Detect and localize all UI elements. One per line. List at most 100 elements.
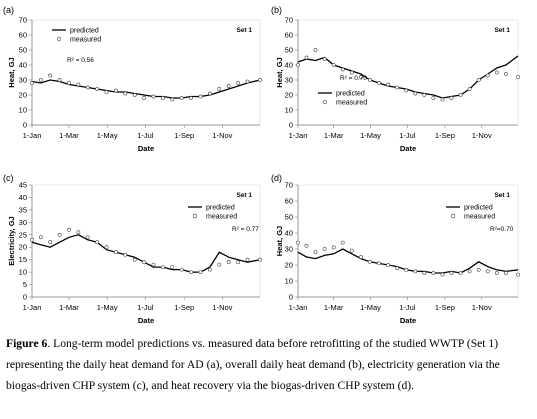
x-tick-label: 1-Nov <box>212 303 232 312</box>
data-point-measured <box>331 63 336 67</box>
panel-label: (a) <box>3 5 14 15</box>
data-point-measured <box>85 235 90 240</box>
x-axis-title: Date <box>400 316 416 325</box>
data-point-measured <box>160 265 165 270</box>
y-axis-title: Heat, GJ <box>275 226 284 256</box>
y-tick-label: 70 <box>285 181 293 190</box>
data-point-measured <box>179 267 184 272</box>
r2-annotation: R² = 0.70 <box>340 75 367 82</box>
y-tick-label: 0 <box>23 121 27 130</box>
y-axis-title: Heat, GJ <box>275 57 284 87</box>
data-point-measured <box>67 227 71 232</box>
legend-label-measured: measured <box>464 214 495 221</box>
data-point-measured <box>377 81 381 85</box>
data-point-measured <box>516 75 520 79</box>
x-tick-label: 1-May <box>360 303 381 312</box>
legend-swatch-measured <box>192 213 198 219</box>
y-tick-label: 30 <box>285 76 293 85</box>
y-tick-label: 45 <box>19 181 27 190</box>
data-point-measured <box>431 271 436 275</box>
data-point-measured <box>76 230 81 235</box>
y-tick-label: 40 <box>285 229 293 238</box>
r2-annotation: R²=0.70 <box>490 226 514 233</box>
data-point-measured <box>38 78 43 82</box>
legend-label-predicted: predicted <box>336 91 365 98</box>
y-tick-label: 20 <box>19 91 27 100</box>
x-tick-label: 1-May <box>97 303 118 312</box>
data-point-measured <box>431 96 436 100</box>
data-point-measured <box>217 87 222 91</box>
y-tick-label: 70 <box>285 16 293 25</box>
data-point-measured <box>189 270 194 275</box>
data-point-measured <box>48 240 53 245</box>
plot-area <box>297 19 519 126</box>
data-point-measured <box>226 260 231 265</box>
y-tick-label: 0 <box>289 293 293 302</box>
data-point-measured <box>95 240 100 245</box>
data-point-measured <box>322 57 327 61</box>
data-point-measured <box>467 269 472 274</box>
x-tick-label: 1-Jul <box>137 131 154 140</box>
y-tick-label: 25 <box>19 230 27 239</box>
data-point-measured <box>114 250 118 255</box>
data-point-measured <box>304 55 309 60</box>
legend-label-measured: measured <box>206 214 237 221</box>
x-tick-label: 1-May <box>97 131 118 140</box>
legend-label-predicted: predicted <box>70 28 99 35</box>
data-point-measured <box>30 237 34 242</box>
set-label: Set 1 <box>236 192 252 199</box>
data-point-measured <box>76 82 81 87</box>
y-tick-label: 50 <box>19 46 27 55</box>
legend-swatch-measured <box>56 36 62 42</box>
figure-caption: Figure 6. Long-term model predictions vs… <box>6 333 532 396</box>
y-tick-label: 15 <box>19 255 27 264</box>
data-point-measured <box>38 235 43 240</box>
data-point-measured <box>349 248 354 253</box>
caption-lead: Figure 6 <box>6 337 48 350</box>
x-tick-label: 1-Jul <box>399 303 416 312</box>
data-point-measured <box>422 93 427 97</box>
data-point-measured <box>413 91 418 96</box>
data-point-measured <box>217 262 222 267</box>
data-point-measured <box>395 85 400 90</box>
legend-swatch-measured <box>322 99 328 105</box>
data-point-measured <box>386 82 391 87</box>
data-point-measured <box>440 272 445 277</box>
y-tick-label: 0 <box>23 293 27 302</box>
x-axis-title: Date <box>138 316 154 325</box>
panel-label: (c) <box>3 173 14 183</box>
data-point-measured <box>104 90 109 94</box>
data-point-measured <box>413 269 418 274</box>
x-tick-label: 1-Mar <box>324 303 344 312</box>
x-tick-label: 1-Jul <box>137 303 154 312</box>
data-point-measured <box>476 267 481 272</box>
data-point-measured <box>236 81 241 85</box>
y-tick-label: 40 <box>285 61 293 70</box>
x-tick-label: 1-Sep <box>435 303 455 312</box>
r2-annotation: R² = 0.56 <box>67 57 94 64</box>
data-point-measured <box>160 96 165 100</box>
y-tick-label: 0 <box>289 121 293 130</box>
y-tick-label: 30 <box>285 245 293 254</box>
panel-a: (a) 0 10 20 30 40 50 60 70 1-Jan 1-Mar 1-May 1-Jul 1-… <box>3 5 262 153</box>
x-tick-label: 1-Jan <box>23 303 42 312</box>
data-point-measured <box>95 87 100 91</box>
legend-swatch-measured <box>450 213 456 219</box>
data-point-measured <box>198 94 203 99</box>
legend-label-measured: measured <box>336 100 367 107</box>
y-tick-label: 50 <box>285 213 293 222</box>
legend-label-predicted: predicted <box>206 205 235 212</box>
data-point-measured <box>170 97 175 102</box>
y-tick-label: 50 <box>285 46 293 55</box>
y-tick-label: 35 <box>19 205 27 214</box>
data-point-measured <box>349 70 354 75</box>
panel-label: (d) <box>271 173 282 183</box>
data-point-measured <box>258 78 262 82</box>
x-tick-label: 1-Nov <box>472 303 492 312</box>
legend-label-measured: measured <box>70 37 101 44</box>
data-point-measured <box>67 81 71 85</box>
set-label: Set 1 <box>236 27 252 34</box>
x-tick-label: 1-Mar <box>324 131 344 140</box>
data-point-measured <box>313 48 318 52</box>
